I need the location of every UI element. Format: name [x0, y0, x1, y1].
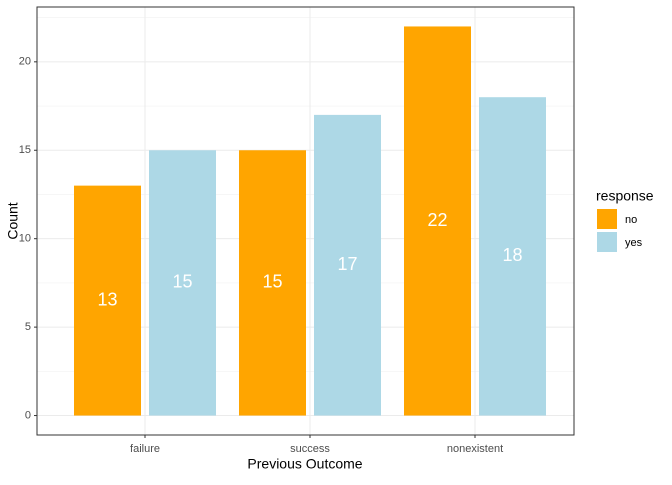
panel-border	[36, 6, 575, 436]
legend-label: yes	[625, 237, 643, 249]
y-tick-label: 0	[25, 409, 31, 421]
x-tick-label: failure	[130, 443, 160, 455]
y-tick-label: 20	[19, 56, 31, 68]
legend-key	[597, 232, 617, 252]
y-axis-title: Count	[5, 202, 21, 239]
x-axis-title: Previous Outcome	[247, 456, 362, 472]
bar	[314, 114, 381, 416]
y-tick-label: 5	[25, 321, 31, 333]
bar-label: 18	[502, 245, 522, 265]
bar-label: 15	[262, 272, 282, 292]
y-tick-label: 15	[19, 144, 31, 156]
bar	[239, 150, 306, 416]
bar	[74, 185, 141, 416]
bar-label: 22	[427, 210, 447, 230]
legend-label: no	[625, 214, 637, 226]
bar	[404, 26, 471, 416]
bar-label: 13	[97, 289, 117, 309]
bar-label: 17	[337, 254, 357, 274]
legend-title: response	[596, 188, 654, 204]
y-tick-label: 10	[19, 233, 31, 245]
legend-key	[597, 209, 617, 229]
bar	[479, 97, 546, 416]
x-tick-label: success	[290, 443, 330, 455]
x-tick-label: nonexistent	[447, 443, 503, 455]
bar	[149, 150, 216, 416]
bar-label: 15	[172, 272, 192, 292]
